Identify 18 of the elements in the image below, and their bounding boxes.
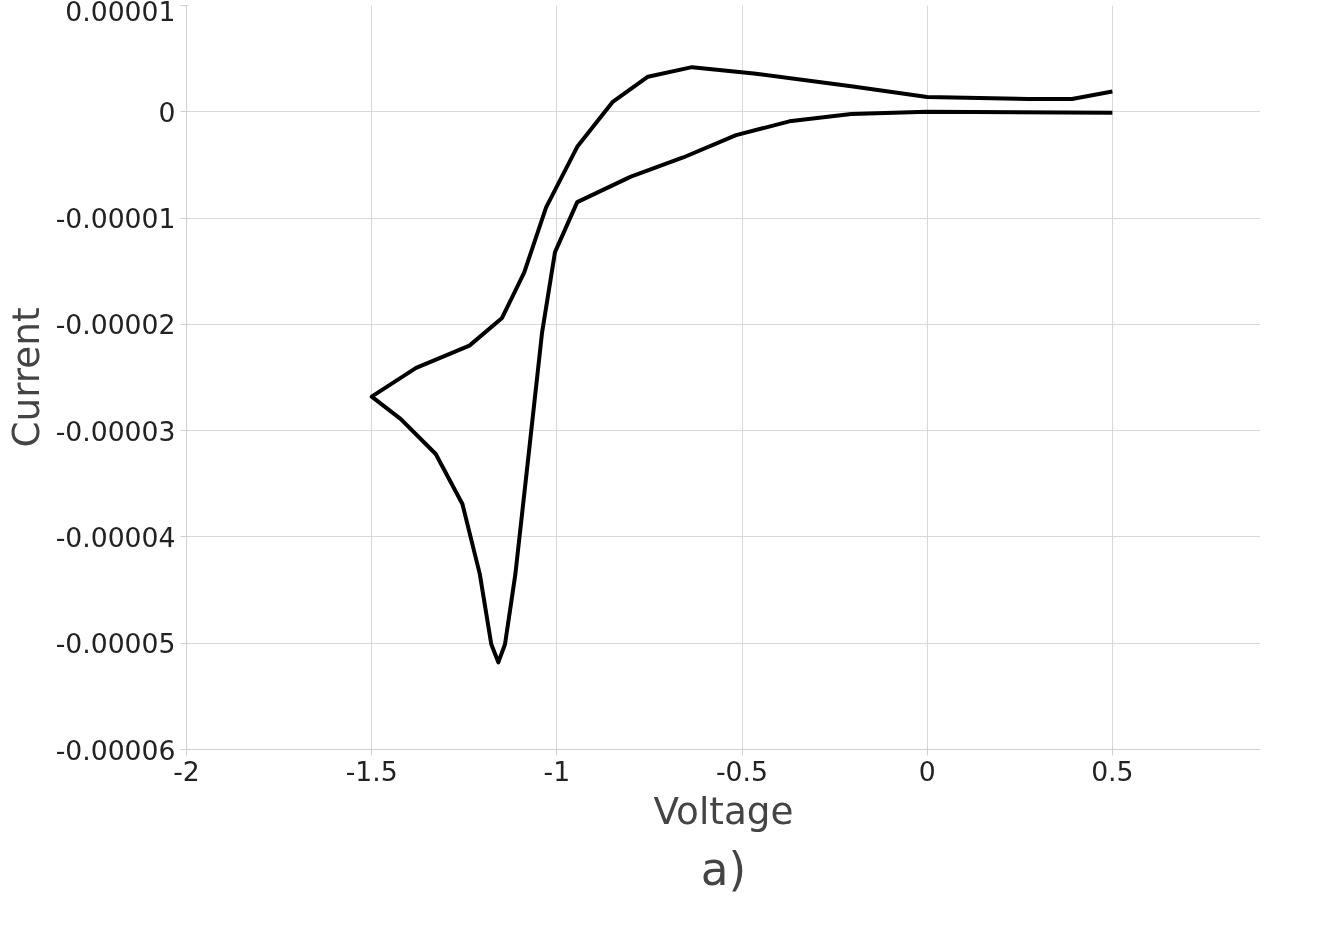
text: a) xyxy=(700,842,747,896)
x-tick-label: 0 xyxy=(918,755,936,787)
y-tick-label: -0.00001 xyxy=(55,203,176,235)
y-tick-label: 0 xyxy=(158,96,176,128)
x-tick-label: -2 xyxy=(173,755,200,787)
y-axis-title: Current xyxy=(3,307,48,448)
x-tick-label: -1 xyxy=(543,755,571,787)
x-axis-title: Voltage xyxy=(653,788,794,833)
y-tick-label: -0.00003 xyxy=(55,415,176,447)
x-tick-label: 0.5 xyxy=(1091,755,1134,787)
x-tick-label: -1.5 xyxy=(345,755,398,787)
line-series xyxy=(369,65,1115,665)
y-tick-label: -0.00002 xyxy=(55,309,176,341)
x-tick-label: -0.5 xyxy=(716,755,769,787)
y-tick-label: -0.00005 xyxy=(55,628,176,660)
y-tick-label: -0.00004 xyxy=(55,521,176,553)
y-tick-label: -0.00006 xyxy=(55,734,176,766)
y-tick-label: 0.00001 xyxy=(65,0,176,27)
